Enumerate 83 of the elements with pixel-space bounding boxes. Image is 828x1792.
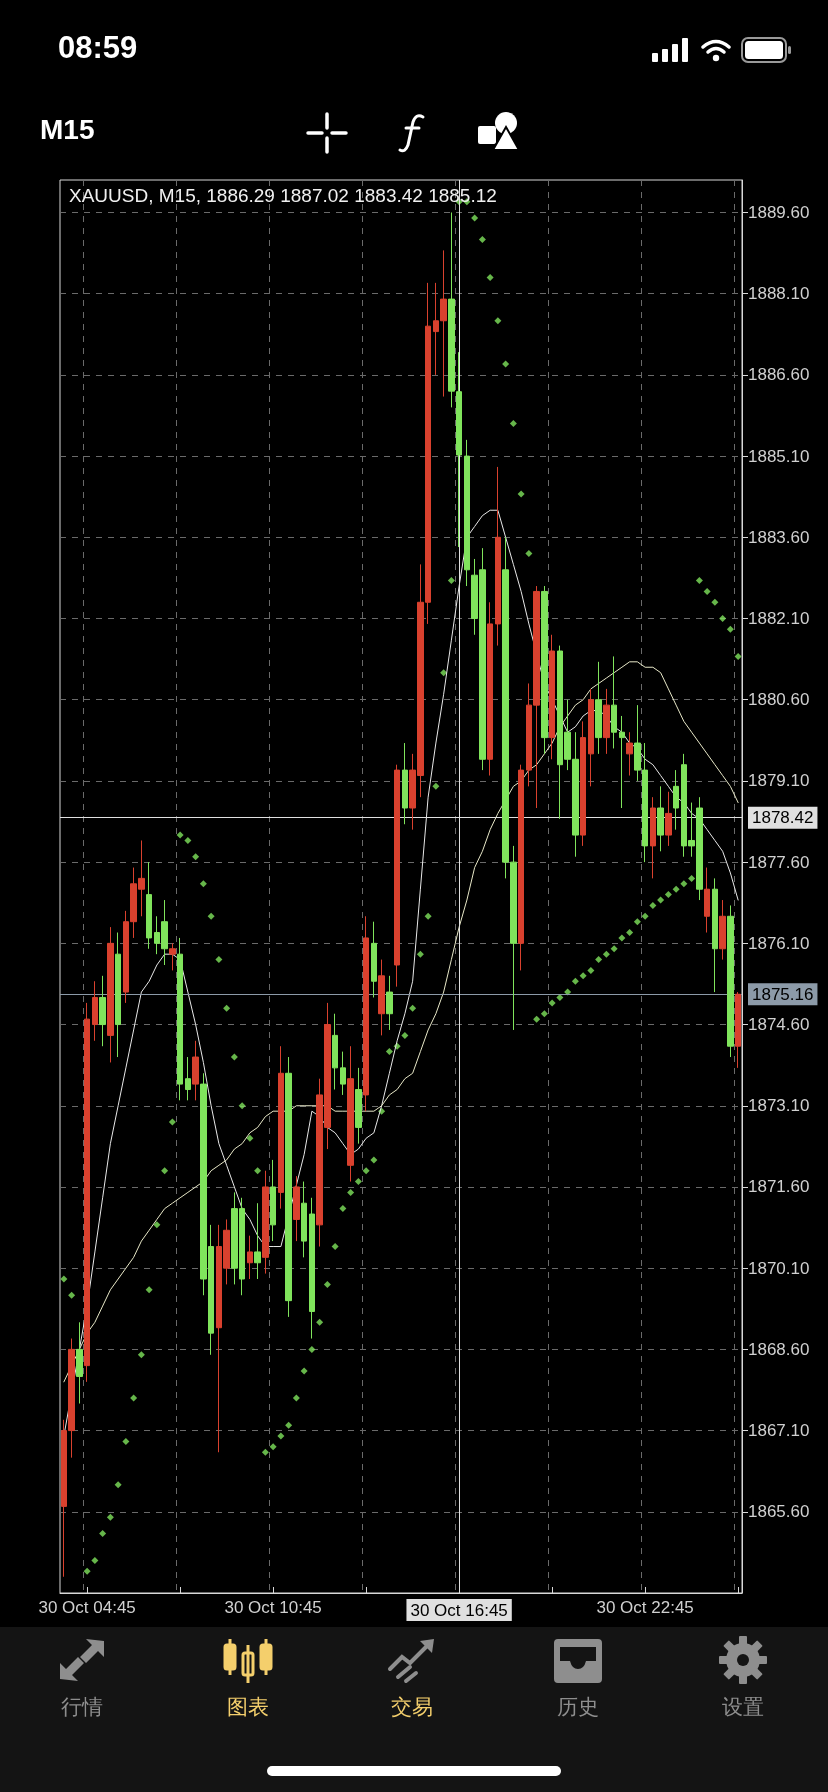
candlestick [301,1181,307,1258]
candlestick [665,791,672,847]
candlestick [595,661,602,755]
y-tick-label: 1886.60 [748,365,810,385]
ref-line-label: 1878.42 [752,808,814,828]
y-tick-label: 1877.60 [748,852,810,872]
candlestick [192,1040,199,1101]
candlestick [495,466,501,647]
candlestick [626,731,633,777]
y-tick-label: 1888.10 [748,284,810,304]
candlestick [254,1202,261,1280]
candlestick [712,877,718,993]
candlestick [386,975,393,1031]
candlestick [107,926,114,1063]
candlestick [332,1013,338,1091]
candlestick [177,937,183,1101]
x-tick-label: 30 Oct 16:45 [410,1601,508,1620]
candlestick [99,975,106,1047]
y-tick-label: 1868.60 [748,1339,810,1359]
candlestick [549,634,555,760]
candlestick [518,764,524,971]
line-series [63,661,739,1383]
y-tick-label: 1874.60 [748,1015,810,1035]
y-tick-label: 1880.60 [748,690,810,710]
y-tick-label: 1879.10 [748,771,810,791]
candlestick [727,904,734,1058]
y-tick-label: 1870.10 [748,1258,810,1278]
x-tick-label: 30 Oct 10:45 [224,1598,322,1617]
candlestick [541,585,548,755]
candlestick [619,715,625,809]
candlestick [371,921,377,998]
y-tick-label: 1873.10 [748,1096,810,1116]
text: 设置 [721,1694,765,1721]
candlestick [657,785,664,852]
y-tick-label: 1876.10 [748,933,810,953]
candlestick [394,764,400,988]
candlestick [169,942,176,971]
text: 历史 [556,1694,600,1721]
candlestick [363,915,369,1112]
candlestick [285,1056,292,1318]
candlestick [673,769,679,831]
x-tick-label: 30 Oct 22:45 [596,1598,694,1617]
candlestick [262,1170,269,1275]
candlestick [650,796,656,879]
ref-line-label: 1875.16 [752,984,814,1004]
candlestick [611,655,617,749]
candlestick [115,932,121,1058]
candlestick [464,439,470,587]
candlestick [402,742,408,825]
candlestick [270,1159,276,1242]
text: M15 [40,114,95,146]
candlestick [84,1002,90,1383]
candlestick [580,720,586,847]
x-tick-label: 30 Oct 04:45 [38,1598,136,1617]
candlestick [247,1235,253,1280]
text: 行情 [60,1694,104,1721]
text: 交易 [390,1694,434,1721]
candlestick [735,991,741,1069]
candlestick [278,1045,284,1210]
y-tick-label: 1889.60 [748,202,810,222]
y-tick-label: 1871.60 [748,1177,810,1197]
y-tick-label: 1867.10 [748,1421,810,1441]
candlestick [704,867,710,934]
text: 08:59 [58,30,138,66]
candlestick [355,1067,362,1145]
candlestick [293,1175,300,1242]
candlestick [185,1056,191,1101]
candlestick [603,688,610,755]
text: 图表 [226,1694,270,1721]
candlestick [487,601,493,777]
candlestick [309,1197,315,1340]
candlestick [347,1045,354,1183]
candlestick [588,688,594,787]
y-tick-label: 1883.60 [748,527,810,547]
candlestick [146,861,152,950]
y-tick-label: 1885.10 [748,446,810,466]
candlestick [340,1051,346,1096]
candlestick [378,959,385,1036]
candlestick [76,1321,83,1405]
y-tick-label: 1882.10 [748,609,810,629]
y-tick-label: 1865.60 [748,1502,810,1522]
candlestick [92,980,98,1042]
candlestick [719,899,726,961]
